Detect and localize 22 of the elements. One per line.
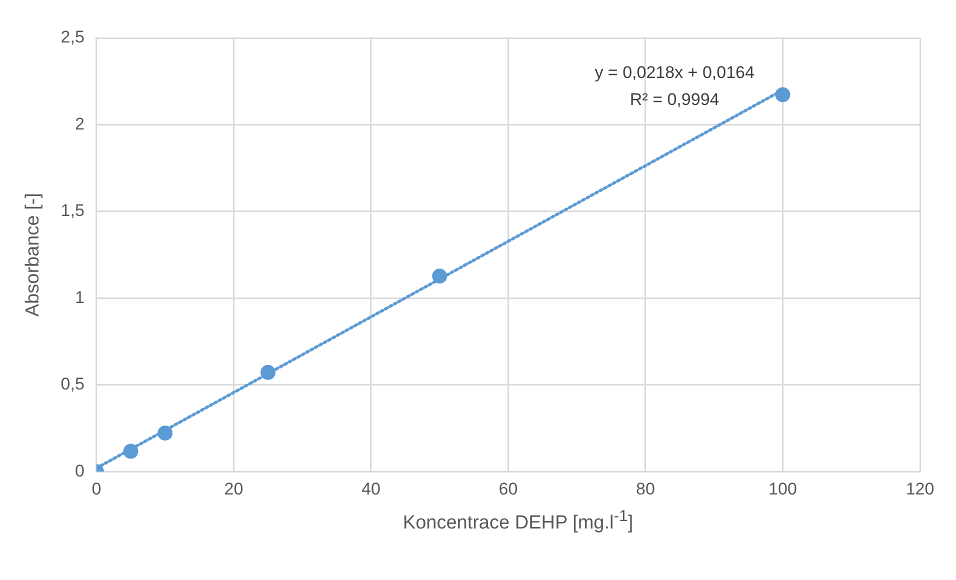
x-tick-label: 120 xyxy=(906,479,934,498)
y-tick-label: 0 xyxy=(74,461,84,480)
x-tick-label: 80 xyxy=(636,479,655,498)
point xyxy=(775,87,790,102)
x-tick-label: 20 xyxy=(224,479,244,498)
y-tick-label: 0,5 xyxy=(60,374,84,394)
y-tick-label: 2,5 xyxy=(60,28,84,47)
x-tick-label: 40 xyxy=(361,479,380,498)
y-tick-label: 1,5 xyxy=(60,201,84,220)
y-tick-label: 1 xyxy=(74,288,84,307)
y-tick-label: 2 xyxy=(74,114,84,134)
point xyxy=(260,364,276,380)
point xyxy=(432,268,448,284)
point xyxy=(123,444,138,459)
point xyxy=(158,426,173,441)
annotation: R² = 0,9994 xyxy=(630,90,720,109)
x-tick-label: 60 xyxy=(498,479,518,498)
y-axis-title: Absorbance [-] xyxy=(22,193,44,317)
x-axis-title: Koncentrace DEHP [mg.l$^{-1}$] xyxy=(402,508,634,534)
x-tick-label: 100 xyxy=(768,479,797,498)
annotation: y = 0,0218x + 0,0164 xyxy=(594,63,754,82)
x-tick-label: 0 xyxy=(92,479,102,498)
